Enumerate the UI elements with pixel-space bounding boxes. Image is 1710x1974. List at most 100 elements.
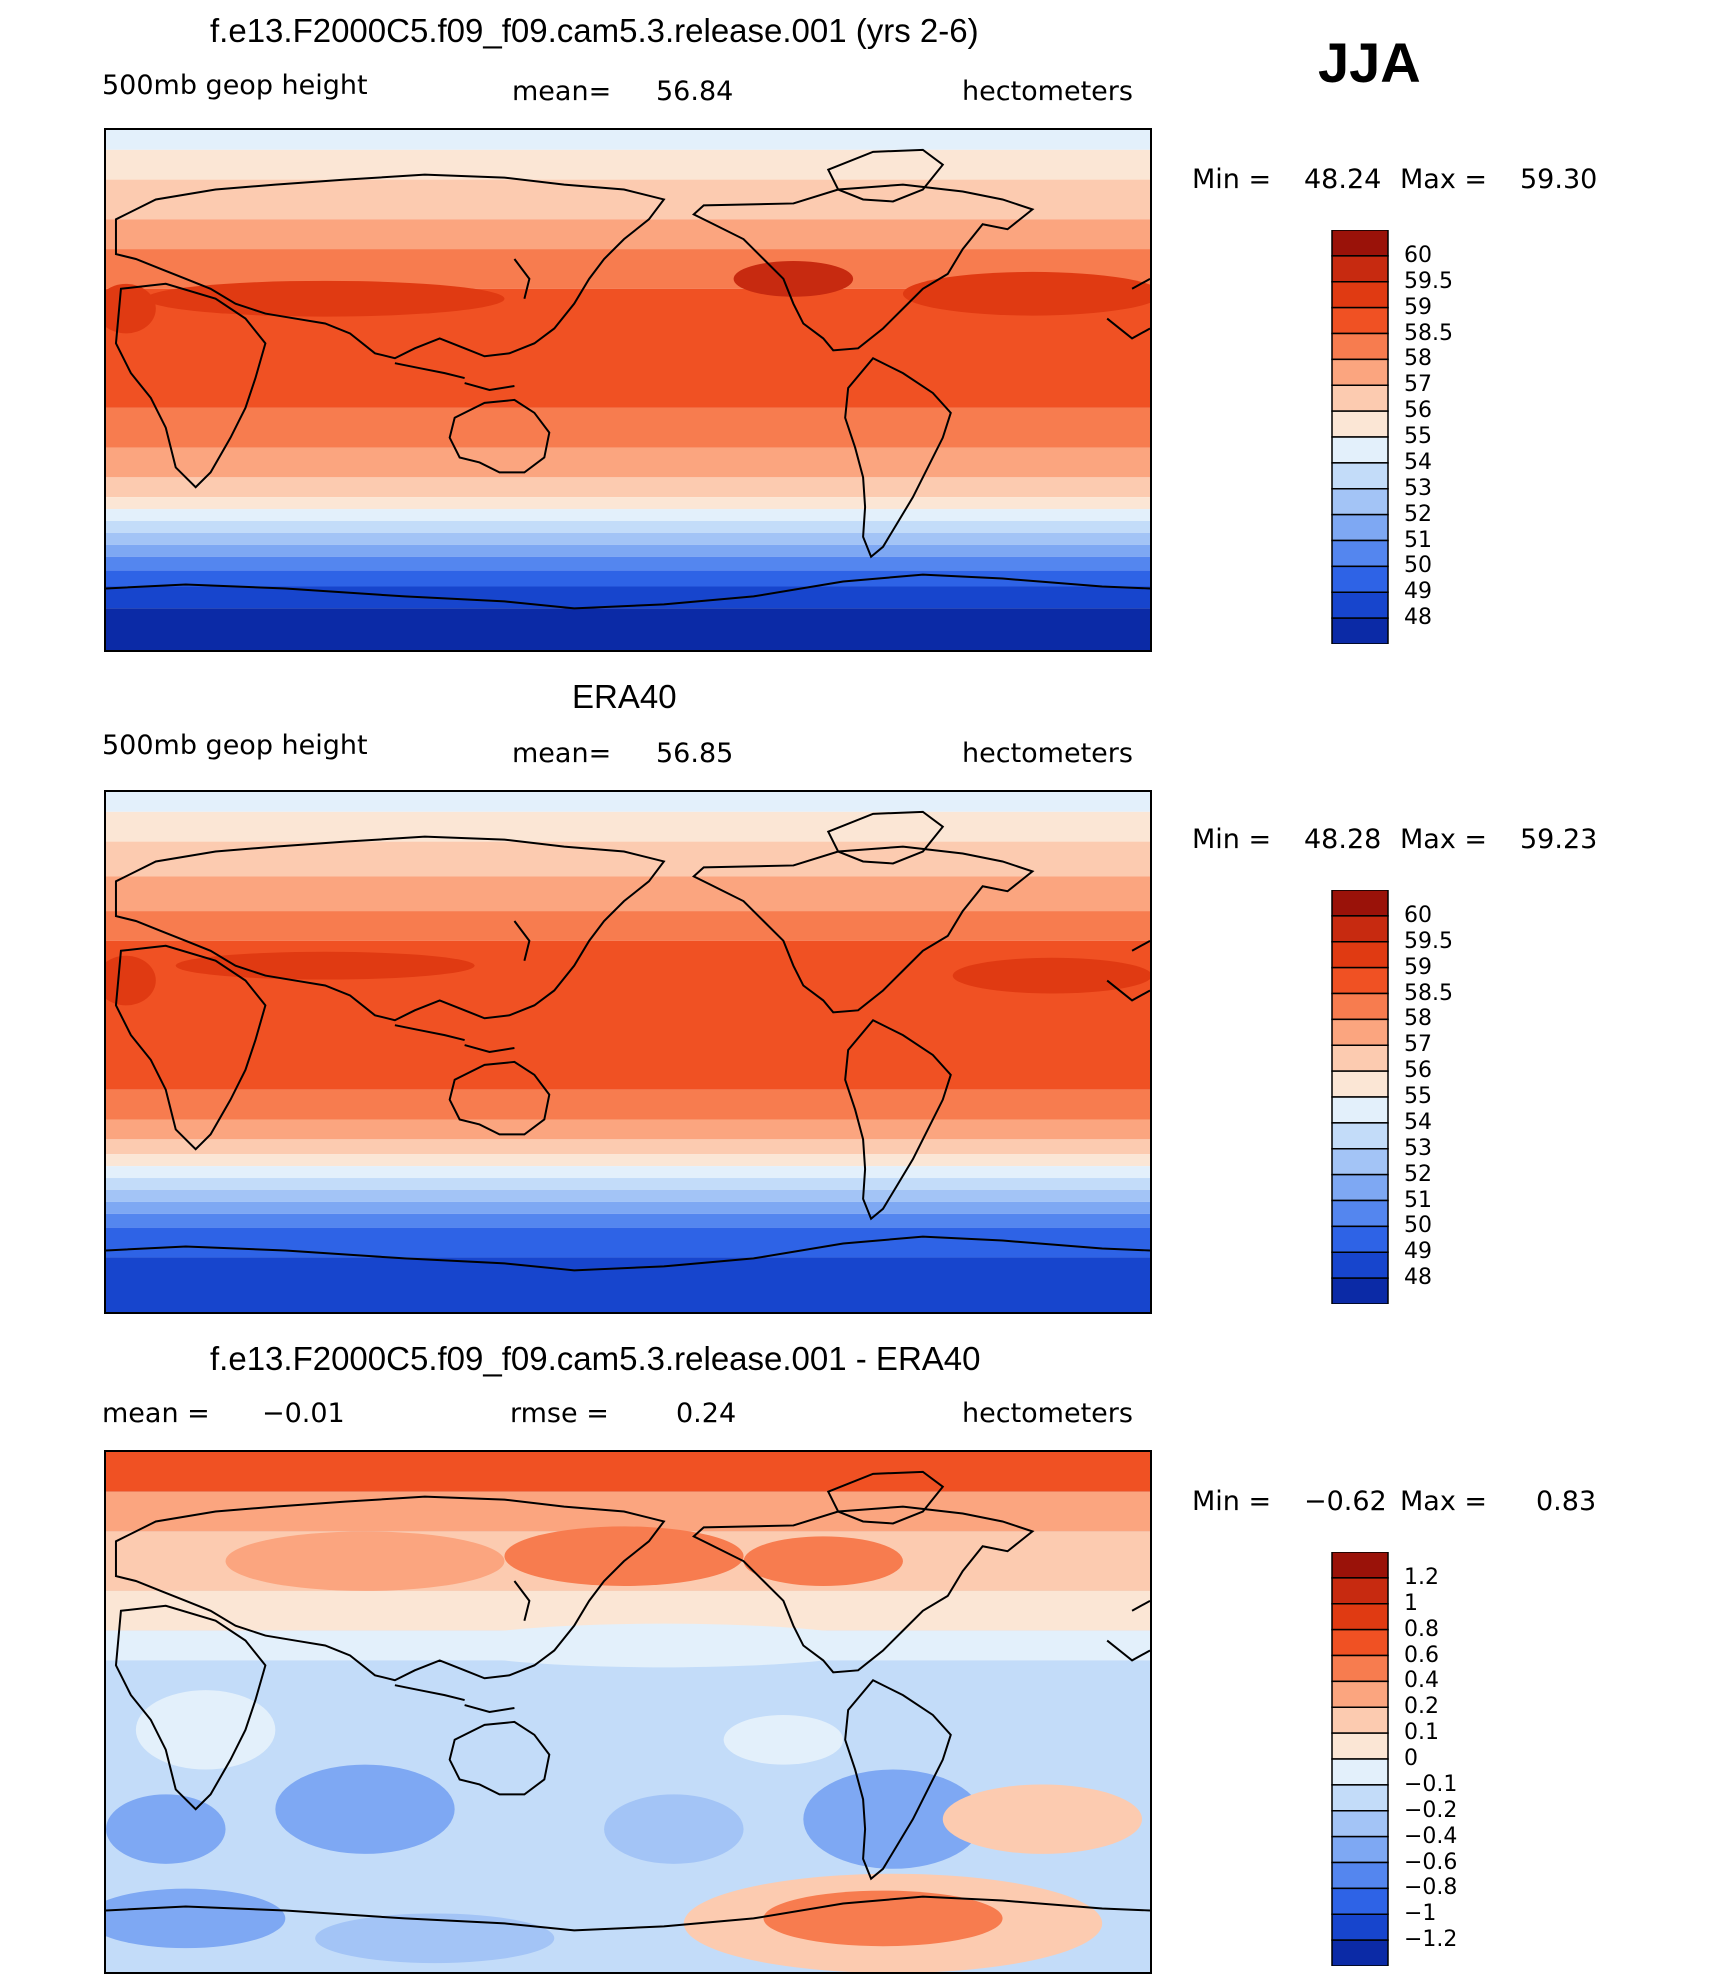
colorbar-box	[1331, 1732, 1389, 1760]
colorbar-level-label: 54	[1404, 449, 1432, 475]
colorbar-box	[1331, 966, 1389, 995]
panel1-min-label: Min =	[1192, 164, 1272, 195]
colorbar-level-label: 53	[1404, 1135, 1432, 1161]
panel3-max-value: 0.83	[1536, 1486, 1597, 1517]
colorbar-level-label: 56	[1404, 1058, 1432, 1084]
colorbar-box	[1331, 488, 1389, 516]
panel2-max-label: Max =	[1400, 824, 1488, 855]
colorbar-box	[1331, 1887, 1389, 1915]
colorbar-level-label: 60	[1404, 902, 1432, 928]
colorbar-level-label: 57	[1404, 1032, 1432, 1058]
colorbar-box	[1331, 436, 1389, 464]
colorbar-level-label: 52	[1404, 1161, 1432, 1187]
panel1-map	[104, 128, 1152, 652]
colorbar-box	[1331, 1225, 1389, 1253]
colorbar-level-label: 59.5	[1404, 268, 1453, 294]
panel3-rmse-label: rmse =	[510, 1398, 609, 1429]
colorbar-box	[1331, 1913, 1389, 1941]
panel2-min-value: 48.28	[1304, 824, 1382, 855]
colorbar-level-label: 55	[1404, 424, 1432, 449]
panel1-mean-value: 56.84	[656, 76, 734, 107]
panel2-map	[104, 790, 1152, 1314]
panel2-colorbar	[1330, 890, 1390, 1304]
colorbar-box	[1331, 941, 1389, 969]
colorbar-level-label: 49	[1404, 579, 1432, 605]
colorbar-level-label: 58.5	[1404, 980, 1453, 1006]
colorbar-level-label: 1	[1404, 1590, 1418, 1616]
colorbar-level-label: 57	[1404, 372, 1432, 398]
colorbar-box	[1331, 1861, 1389, 1890]
panel3-mean-value: −0.01	[262, 1398, 345, 1429]
panel1-variable: 500mb geop height	[102, 70, 368, 101]
colorbar-level-label: 0.6	[1404, 1642, 1439, 1668]
season-label: JJA	[1318, 31, 1421, 94]
colorbar-box	[1331, 1148, 1389, 1176]
colorbar-box	[1331, 1122, 1389, 1150]
colorbar-level-label: 49	[1404, 1239, 1432, 1265]
colorbar-level-label: 1.2	[1404, 1564, 1439, 1590]
colorbar-box	[1331, 1628, 1389, 1657]
colorbar-box	[1331, 1680, 1389, 1708]
panel3-min-label: Min =	[1192, 1486, 1272, 1517]
colorbar-level-label: −0.4	[1404, 1823, 1458, 1849]
colorbar-level-label: 48	[1404, 1265, 1432, 1291]
colorbar-level-label: 58.5	[1404, 320, 1453, 346]
colorbar-level-label: 50	[1404, 553, 1432, 579]
colorbar-box	[1331, 255, 1389, 283]
colorbar-box	[1331, 565, 1389, 593]
colorbar-level-label: 52	[1404, 501, 1432, 527]
colorbar-box	[1331, 384, 1389, 412]
panel3-rmse-value: 0.24	[676, 1398, 737, 1429]
colorbar-level-label: 0.1	[1404, 1720, 1439, 1746]
colorbar-level-label: −1	[1404, 1901, 1437, 1927]
panel3-title: f.e13.F2000C5.f09_f09.cam5.3.release.001…	[210, 1340, 981, 1377]
colorbar-box	[1331, 1784, 1389, 1812]
colorbar-box	[1331, 1758, 1389, 1786]
colorbar-box	[1331, 1552, 1389, 1579]
colorbar-box	[1331, 1199, 1389, 1228]
colorbar-box	[1331, 513, 1389, 542]
colorbar-box	[1331, 1939, 1389, 1966]
colorbar-box	[1331, 1044, 1389, 1072]
colorbar-box	[1331, 1070, 1389, 1098]
colorbar-box	[1331, 358, 1389, 386]
colorbar-level-label: 0	[1404, 1746, 1418, 1771]
colorbar-box	[1331, 1706, 1389, 1734]
colorbar-box	[1331, 1835, 1389, 1864]
colorbar-box	[1331, 992, 1389, 1021]
colorbar-level-label: 58	[1404, 1006, 1432, 1032]
colorbar-level-label: 54	[1404, 1109, 1432, 1135]
colorbar-level-label: 59	[1404, 954, 1432, 980]
colorbar-level-label: 51	[1404, 1187, 1432, 1213]
colorbar-level-label: 0.2	[1404, 1694, 1439, 1720]
colorbar-level-label: 59	[1404, 294, 1432, 320]
colorbar-level-label: 0.4	[1404, 1668, 1439, 1694]
panel3-max-label: Max =	[1400, 1486, 1488, 1517]
colorbar-box	[1331, 539, 1389, 568]
colorbar-level-label: 56	[1404, 398, 1432, 424]
colorbar-box	[1331, 462, 1389, 490]
colorbar-box	[1331, 230, 1389, 257]
panel2-min-label: Min =	[1192, 824, 1272, 855]
panel3-units: hectometers	[962, 1398, 1133, 1429]
panel2-variable: 500mb geop height	[102, 730, 368, 761]
colorbar-level-label: −1.2	[1404, 1927, 1458, 1953]
colorbar-box	[1331, 410, 1389, 438]
panel1-min-value: 48.24	[1304, 164, 1382, 195]
colorbar-level-label: 55	[1404, 1084, 1432, 1109]
panel1-colorbar	[1330, 230, 1390, 644]
colorbar-level-label: 0.8	[1404, 1616, 1439, 1642]
panel1-title: f.e13.F2000C5.f09_f09.cam5.3.release.001…	[210, 12, 979, 49]
panel1-max-value: 59.30	[1520, 164, 1598, 195]
colorbar-box	[1331, 890, 1389, 917]
panel3-map	[104, 1450, 1152, 1974]
panel1-mean-label: mean=	[512, 76, 612, 107]
colorbar-level-label: 59.5	[1404, 928, 1453, 954]
panel2-mean-label: mean=	[512, 738, 612, 769]
colorbar-level-label: 50	[1404, 1213, 1432, 1239]
colorbar-box	[1331, 617, 1389, 644]
colorbar-box	[1331, 1810, 1389, 1838]
colorbar-box	[1331, 591, 1389, 619]
colorbar-level-label: 60	[1404, 242, 1432, 268]
panel2-units: hectometers	[962, 738, 1133, 769]
